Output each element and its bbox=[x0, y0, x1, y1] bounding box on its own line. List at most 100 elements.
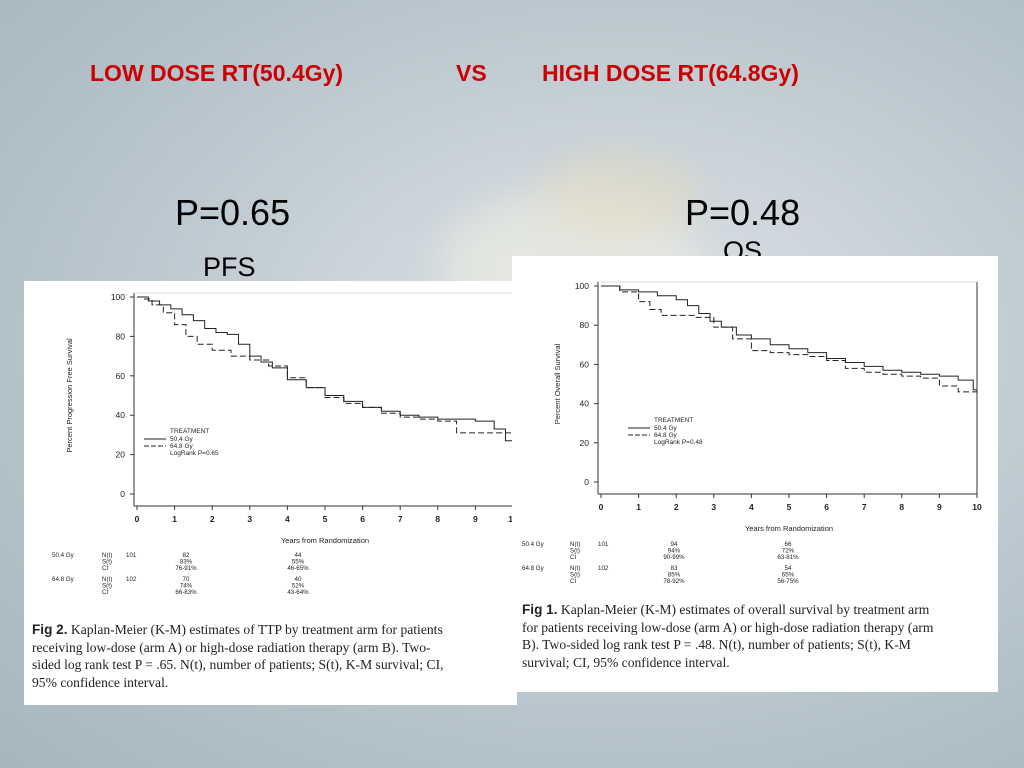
x-tick-label: 5 bbox=[787, 502, 792, 512]
table-cell: 101 bbox=[126, 552, 137, 559]
x-tick-label: 5 bbox=[323, 514, 328, 524]
x-tick-label: 9 bbox=[473, 514, 478, 524]
p-value-os: P=0.48 bbox=[685, 192, 801, 233]
table-row-label: N(t) bbox=[102, 576, 112, 583]
x-tick-label: 3 bbox=[247, 514, 252, 524]
caption-line: survival; CI, 95% confidence interval. bbox=[522, 654, 730, 670]
table-cell: 102 bbox=[126, 576, 137, 583]
caption-line: 95% confidence interval. bbox=[32, 674, 169, 690]
table-cell: 70 bbox=[183, 576, 190, 583]
y-tick-label: 20 bbox=[116, 450, 126, 460]
km-curve-low-dose bbox=[137, 296, 513, 442]
table-row-label: N(t) bbox=[102, 552, 112, 559]
y-tick-label: 40 bbox=[116, 410, 126, 420]
table-cell: 90-99% bbox=[663, 554, 685, 561]
table-cell: 43-64% bbox=[287, 589, 309, 596]
legend-title: TREATMENT bbox=[170, 428, 209, 435]
slide-title: LOW DOSE RT(50.4Gy) VS HIGH DOSE RT(64.8… bbox=[0, 60, 1024, 96]
x-tick-label: 9 bbox=[937, 502, 942, 512]
table-row-label: CI bbox=[570, 554, 576, 561]
title-vs: VS bbox=[456, 60, 487, 86]
y-axis-title: Percent Overall Survival bbox=[553, 343, 562, 424]
caption-figure-number: Fig 1. bbox=[522, 602, 558, 617]
legend-logrank: LogRank P=0.48 bbox=[654, 439, 703, 446]
x-tick-label: 3 bbox=[711, 502, 716, 512]
y-tick-label: 100 bbox=[111, 292, 125, 302]
table-row-label: CI bbox=[570, 578, 576, 585]
caption-line: sided log rank test P = .65. N(t), numbe… bbox=[32, 657, 444, 672]
km-curve-high-dose bbox=[601, 285, 977, 393]
table-row-label: S(t) bbox=[102, 583, 112, 590]
legend-title: TREATMENT bbox=[654, 417, 693, 424]
table-row-label: CI bbox=[102, 565, 108, 572]
x-tick-label: 6 bbox=[824, 502, 829, 512]
legend-entry: 64.8 Gy bbox=[170, 443, 194, 450]
table-row-label: N(t) bbox=[570, 565, 580, 572]
table-cell: 40 bbox=[295, 576, 302, 583]
caption-line: B). Two-sided log rank test P = .48. N(t… bbox=[522, 637, 911, 652]
table-group-label: 50.4 Gy bbox=[522, 541, 545, 548]
legend-entry: 50.4 Gy bbox=[170, 436, 194, 443]
table-cell: 94 bbox=[671, 541, 678, 548]
x-tick-label: 0 bbox=[135, 514, 140, 524]
y-tick-label: 60 bbox=[580, 359, 590, 369]
table-cell: 83% bbox=[180, 559, 193, 566]
x-tick-label: 4 bbox=[285, 514, 290, 524]
table-cell: 52% bbox=[292, 583, 305, 590]
x-tick-label: 6 bbox=[360, 514, 365, 524]
table-group-label: 64.8 Gy bbox=[52, 576, 75, 583]
table-cell: 83 bbox=[671, 565, 678, 572]
table-cell: 72% bbox=[782, 548, 795, 555]
table-cell: 46-65% bbox=[287, 565, 309, 572]
y-tick-label: 20 bbox=[580, 438, 590, 448]
x-tick-label: 8 bbox=[435, 514, 440, 524]
table-cell: 76-91% bbox=[175, 565, 197, 572]
km-curve-low-dose bbox=[601, 285, 977, 391]
os-km-chart: 0 20 40 60 80 100 0 1 2 3 4 5 6 7 8 9 10 Years from Rando… bbox=[522, 281, 982, 585]
x-axis-title: Years from Randomization bbox=[281, 536, 369, 545]
legend-logrank: LogRank P=0.65 bbox=[170, 450, 219, 457]
x-tick-label: 10 bbox=[972, 502, 982, 512]
x-tick-label: 2 bbox=[674, 502, 679, 512]
table-cell: 102 bbox=[598, 565, 609, 572]
pfs-label: PFS bbox=[203, 252, 256, 282]
x-tick-label: 8 bbox=[899, 502, 904, 512]
x-tick-label: 1 bbox=[172, 514, 177, 524]
caption-figure-number: Fig 2. bbox=[32, 622, 68, 637]
table-cell: 66-83% bbox=[175, 589, 197, 596]
table-cell: 74% bbox=[180, 583, 193, 590]
legend-entry: 64.8 Gy bbox=[654, 432, 678, 439]
y-tick-label: 60 bbox=[116, 371, 126, 381]
y-axis-title: Percent Progression Free Survival bbox=[65, 338, 74, 453]
x-tick-label: 1 bbox=[636, 502, 641, 512]
table-cell: 101 bbox=[598, 541, 609, 548]
table-cell: 63-81% bbox=[777, 554, 799, 561]
table-cell: 78-92% bbox=[663, 578, 685, 585]
km-curve-high-dose bbox=[137, 296, 513, 434]
x-tick-label: 2 bbox=[210, 514, 215, 524]
y-tick-label: 100 bbox=[575, 281, 589, 291]
table-group-label: 64.8 Gy bbox=[522, 565, 545, 572]
table-cell: 55% bbox=[292, 559, 305, 566]
table-cell: 44 bbox=[295, 552, 302, 559]
table-cell: 85% bbox=[668, 572, 681, 579]
title-high-dose: HIGH DOSE RT(64.8Gy) bbox=[542, 60, 799, 86]
table-cell: 82 bbox=[183, 552, 190, 559]
table-cell: 65% bbox=[782, 572, 795, 579]
y-tick-label: 0 bbox=[584, 477, 589, 487]
os-figure-caption: Fig 1. Kaplan-Meier (K-M) estimates of o… bbox=[522, 601, 992, 671]
legend-entry: 50.4 Gy bbox=[654, 425, 678, 432]
table-group-label: 50.4 Gy bbox=[52, 552, 75, 559]
x-tick-label: 7 bbox=[862, 502, 867, 512]
caption-line: for patients receiving low-dose (arm A) … bbox=[522, 619, 934, 635]
table-row-label: S(t) bbox=[570, 548, 580, 555]
table-row-label: S(t) bbox=[570, 572, 580, 579]
os-figure-panel: 0 20 40 60 80 100 0 1 2 3 4 5 6 7 8 9 10 Years from Rando… bbox=[512, 256, 998, 692]
p-value-pfs: P=0.65 bbox=[175, 192, 291, 233]
x-tick-label: 0 bbox=[599, 502, 604, 512]
caption-line: Kaplan-Meier (K-M) estimates of overall … bbox=[560, 602, 930, 617]
x-tick-label: 7 bbox=[398, 514, 403, 524]
y-tick-label: 40 bbox=[580, 399, 590, 409]
